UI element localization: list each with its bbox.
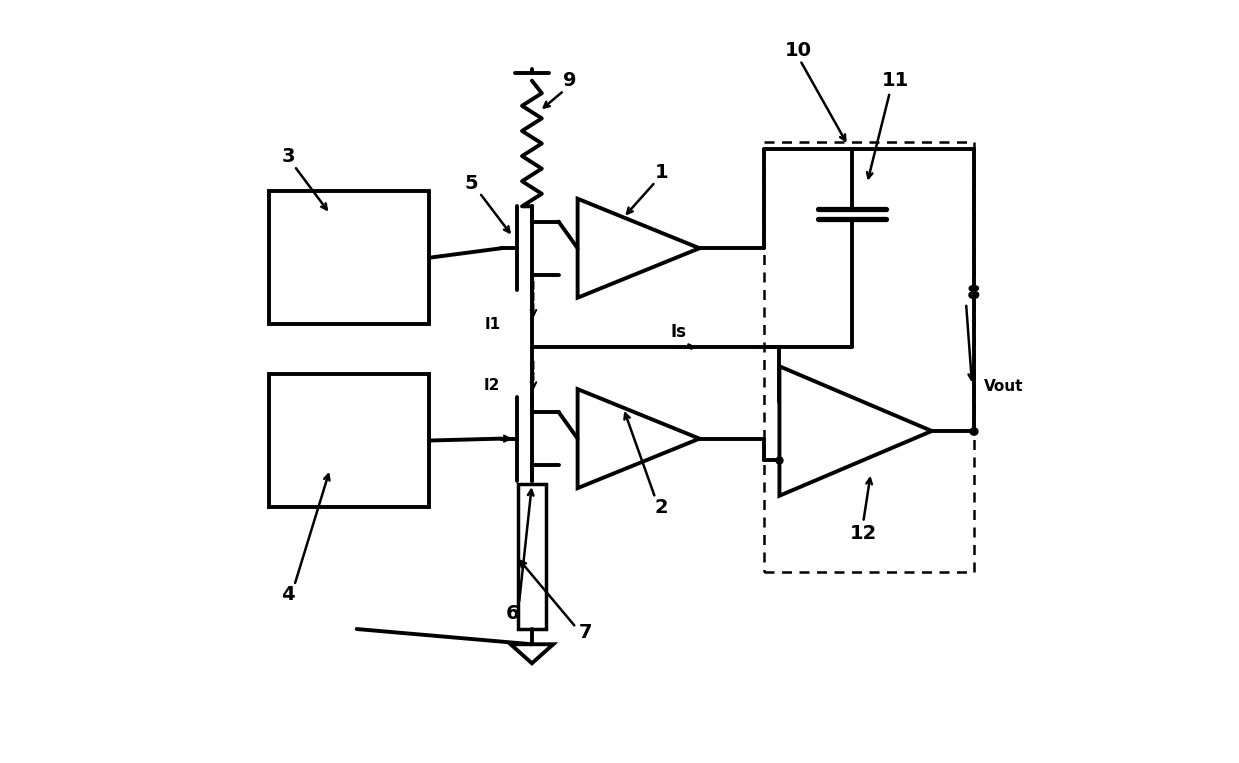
Text: 9: 9 [564, 71, 576, 90]
Bar [764, 142, 974, 572]
Text: 12: 12 [850, 524, 877, 543]
Text: 5: 5 [465, 174, 478, 193]
Bar [269, 191, 429, 324]
Text: 1: 1 [654, 163, 668, 182]
Text: I1: I1 [484, 317, 501, 332]
Text: Is: Is [670, 323, 686, 341]
Text: 6: 6 [506, 604, 519, 623]
Text: Vout: Vout [984, 379, 1023, 394]
Text: 11: 11 [882, 71, 909, 90]
Bar [269, 374, 429, 507]
Text: I2: I2 [484, 378, 501, 393]
Text: 4: 4 [281, 585, 295, 604]
Text: 3: 3 [281, 147, 295, 166]
Text: 10: 10 [786, 40, 812, 60]
Bar [518, 485, 545, 629]
Text: 7: 7 [579, 623, 592, 642]
Text: 2: 2 [654, 497, 668, 517]
Text: 8: 8 [966, 285, 980, 304]
